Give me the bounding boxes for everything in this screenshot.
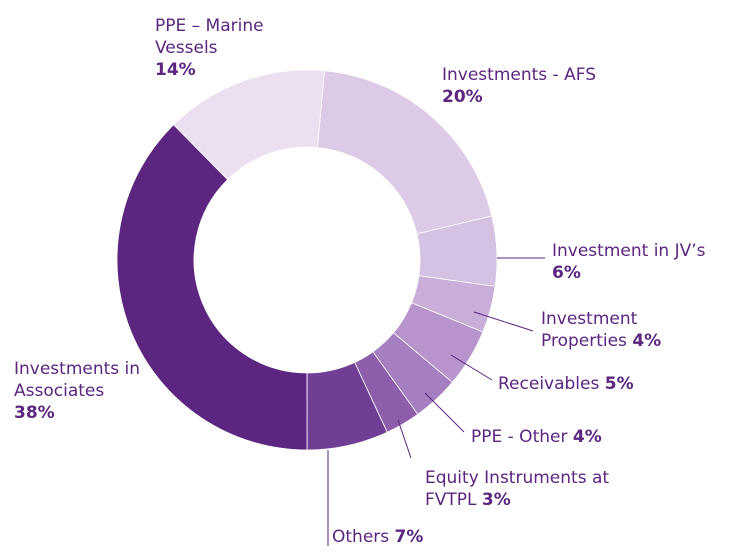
slice-label: Receivables 5% bbox=[498, 373, 698, 395]
leader-lines bbox=[327, 257, 545, 546]
donut-slice bbox=[392, 302, 484, 383]
donut-slice bbox=[354, 351, 419, 433]
slice-name: Others bbox=[332, 527, 390, 547]
slice-value: 3% bbox=[481, 490, 511, 510]
leader-line bbox=[450, 354, 493, 381]
slice-label: Equity Instruments at FVTPL 3% bbox=[425, 467, 615, 511]
slice-label: Investment Properties 4% bbox=[541, 308, 671, 352]
leader-line bbox=[473, 311, 534, 332]
slice-name: Equity Instruments at FVTPL bbox=[425, 468, 610, 510]
slice-value: 4% bbox=[632, 331, 662, 351]
donut-slice bbox=[306, 361, 388, 451]
slice-name: PPE - Other bbox=[471, 427, 568, 447]
donut-slice bbox=[411, 275, 496, 333]
donut-slice bbox=[416, 215, 498, 287]
slice-label: Others 7% bbox=[332, 526, 532, 548]
slice-label: Investments in Associates 38% bbox=[14, 358, 154, 424]
slice-label: Investment in JV’s 6% bbox=[552, 240, 722, 284]
slice-name: Investments - AFS bbox=[442, 65, 596, 85]
slice-name: Receivables bbox=[498, 374, 600, 394]
slice-name: Investment Properties bbox=[541, 309, 638, 351]
leader-line bbox=[424, 392, 465, 433]
slice-value: 4% bbox=[572, 427, 602, 447]
donut-slice bbox=[372, 332, 453, 415]
donut-slice bbox=[317, 70, 493, 235]
slice-value: 38% bbox=[14, 403, 55, 423]
slice-label: Investments - AFS 20% bbox=[442, 64, 662, 108]
slice-name: PPE – Marine Vessels bbox=[155, 16, 264, 58]
slice-name: Investments in Associates bbox=[14, 359, 141, 401]
donut-slice bbox=[173, 69, 325, 181]
slice-value: 14% bbox=[155, 60, 196, 80]
donut-slice bbox=[116, 124, 308, 451]
leader-line bbox=[397, 419, 412, 459]
slice-value: 6% bbox=[552, 263, 581, 283]
slice-name: Investment in JV’s bbox=[552, 241, 706, 261]
slice-value: 7% bbox=[394, 527, 424, 547]
slice-value: 5% bbox=[604, 374, 634, 394]
slice-label: PPE - Other 4% bbox=[471, 426, 671, 448]
slice-value: 20% bbox=[442, 87, 483, 107]
slice-label: PPE – Marine Vessels 14% bbox=[155, 15, 295, 81]
